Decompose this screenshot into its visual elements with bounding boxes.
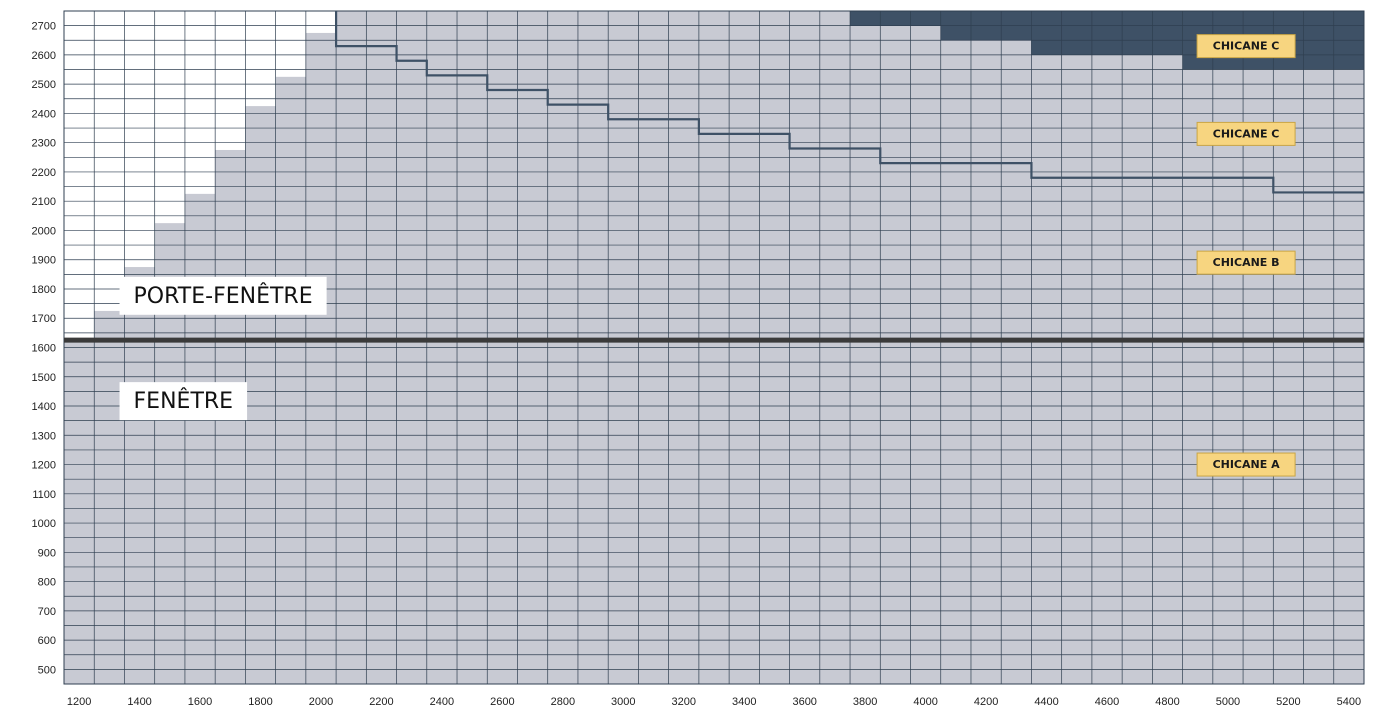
- y-tick-label: 1800: [32, 284, 56, 296]
- badge-chicane-b-label: CHICANE B: [1213, 256, 1280, 269]
- y-tick-label: 1400: [32, 401, 56, 413]
- badge-chicane-a-label: CHICANE A: [1213, 458, 1281, 471]
- badge-chicane-c-top-bg: [1196, 34, 1296, 59]
- y-tick-label: 2300: [32, 138, 56, 150]
- badge-chicane-c-top-label: CHICANE C: [1213, 40, 1280, 53]
- zone-label-porte-fenetre-bg: [119, 276, 327, 315]
- chart-border: [63, 10, 1365, 685]
- y-tick-label: 1600: [32, 343, 56, 355]
- y-tick-label: 800: [38, 577, 56, 589]
- x-tick-label: 2200: [369, 696, 393, 708]
- x-tick-label: 4800: [1155, 696, 1179, 708]
- badge-chicane-b: CHICANE B: [1196, 250, 1296, 275]
- zone-label-fenetre-group: FENÊTRE: [119, 382, 248, 421]
- chicane-b-limit-line: [334, 11, 1364, 194]
- available-band: [124, 267, 155, 684]
- chicane-c-zone: [850, 11, 941, 26]
- chicane-badges: CHICANE C CHICANE C CHICANE B CHICANE A: [1196, 34, 1296, 477]
- x-tick-label: 3800: [853, 696, 877, 708]
- x-tick-label: 3000: [611, 696, 635, 708]
- available-band: [305, 32, 337, 684]
- zone-label-porte-fenetre: PORTE-FENÊTRE: [134, 283, 313, 309]
- y-axis-ticks: 500 600 700 800 900 1000 1100 1200 1300 1400 1500 1…: [32, 21, 56, 677]
- chart-grid: [63, 10, 1365, 685]
- y-tick-label: 500: [38, 664, 56, 676]
- x-tick-label: 4600: [1095, 696, 1119, 708]
- chicane-c-zone: [1031, 11, 1183, 55]
- available-band: [184, 193, 216, 684]
- y-tick-label: 1700: [32, 313, 56, 325]
- y-tick-label: 2700: [32, 21, 56, 33]
- x-tick-label: 3600: [792, 696, 816, 708]
- y-tick-label: 1300: [32, 430, 56, 442]
- available-band: [245, 106, 276, 684]
- x-tick-label: 2000: [309, 696, 333, 708]
- zone-label-fenetre: FENÊTRE: [134, 388, 234, 414]
- y-tick-label: 1500: [32, 372, 56, 384]
- zone-label-fenetre-bg: [119, 382, 248, 421]
- y-tick-label: 1200: [32, 460, 56, 472]
- y-tick-label: 2600: [32, 50, 56, 62]
- y-tick-label: 900: [38, 547, 56, 559]
- x-tick-label: 3400: [732, 696, 756, 708]
- x-tick-label: 5200: [1276, 696, 1300, 708]
- x-tick-label: 1400: [127, 696, 151, 708]
- y-tick-label: 2200: [32, 167, 56, 179]
- badge-chicane-a-bg: [1196, 452, 1296, 477]
- x-tick-label: 4400: [1034, 696, 1058, 708]
- y-tick-label: 2500: [32, 79, 56, 91]
- badge-chicane-c-bg: [1196, 121, 1296, 146]
- x-tick-label: 5000: [1216, 696, 1240, 708]
- available-band: [94, 310, 125, 684]
- y-tick-label: 1100: [32, 489, 56, 501]
- x-tick-label: 1800: [248, 696, 272, 708]
- y-tick-label: 600: [38, 635, 56, 647]
- x-tick-label: 4200: [974, 696, 998, 708]
- x-tick-label: 1200: [67, 696, 91, 708]
- available-band: [64, 340, 95, 684]
- x-tick-label: 1600: [188, 696, 212, 708]
- y-tick-label: 2400: [32, 108, 56, 120]
- x-axis-ticks: 1200 1400 1600 1800 2000 2200 2400 2600 2800 3000…: [67, 696, 1361, 708]
- y-tick-label: 700: [38, 606, 56, 618]
- chicane-b-limit-path: [334, 11, 1364, 194]
- y-tick-label: 2100: [32, 196, 56, 208]
- zone-label-porte-fenetre-group: PORTE-FENÊTRE: [119, 276, 327, 315]
- y-tick-label: 2000: [32, 225, 56, 237]
- x-tick-label: 2600: [490, 696, 514, 708]
- x-tick-label: 3200: [672, 696, 696, 708]
- x-tick-label: 2800: [551, 696, 575, 708]
- badge-chicane-c-label: CHICANE C: [1213, 127, 1280, 140]
- y-tick-label: 1900: [32, 255, 56, 267]
- y-tick-label: 1000: [32, 518, 56, 530]
- x-tick-label: 5400: [1337, 696, 1361, 708]
- available-band: [275, 76, 306, 684]
- badge-chicane-c: CHICANE C: [1196, 121, 1296, 146]
- x-tick-label: 4000: [913, 696, 937, 708]
- badge-chicane-b-bg: [1196, 250, 1296, 275]
- badge-chicane-a: CHICANE A: [1196, 452, 1296, 477]
- x-tick-label: 2400: [430, 696, 454, 708]
- badge-chicane-c-top: CHICANE C: [1196, 34, 1296, 59]
